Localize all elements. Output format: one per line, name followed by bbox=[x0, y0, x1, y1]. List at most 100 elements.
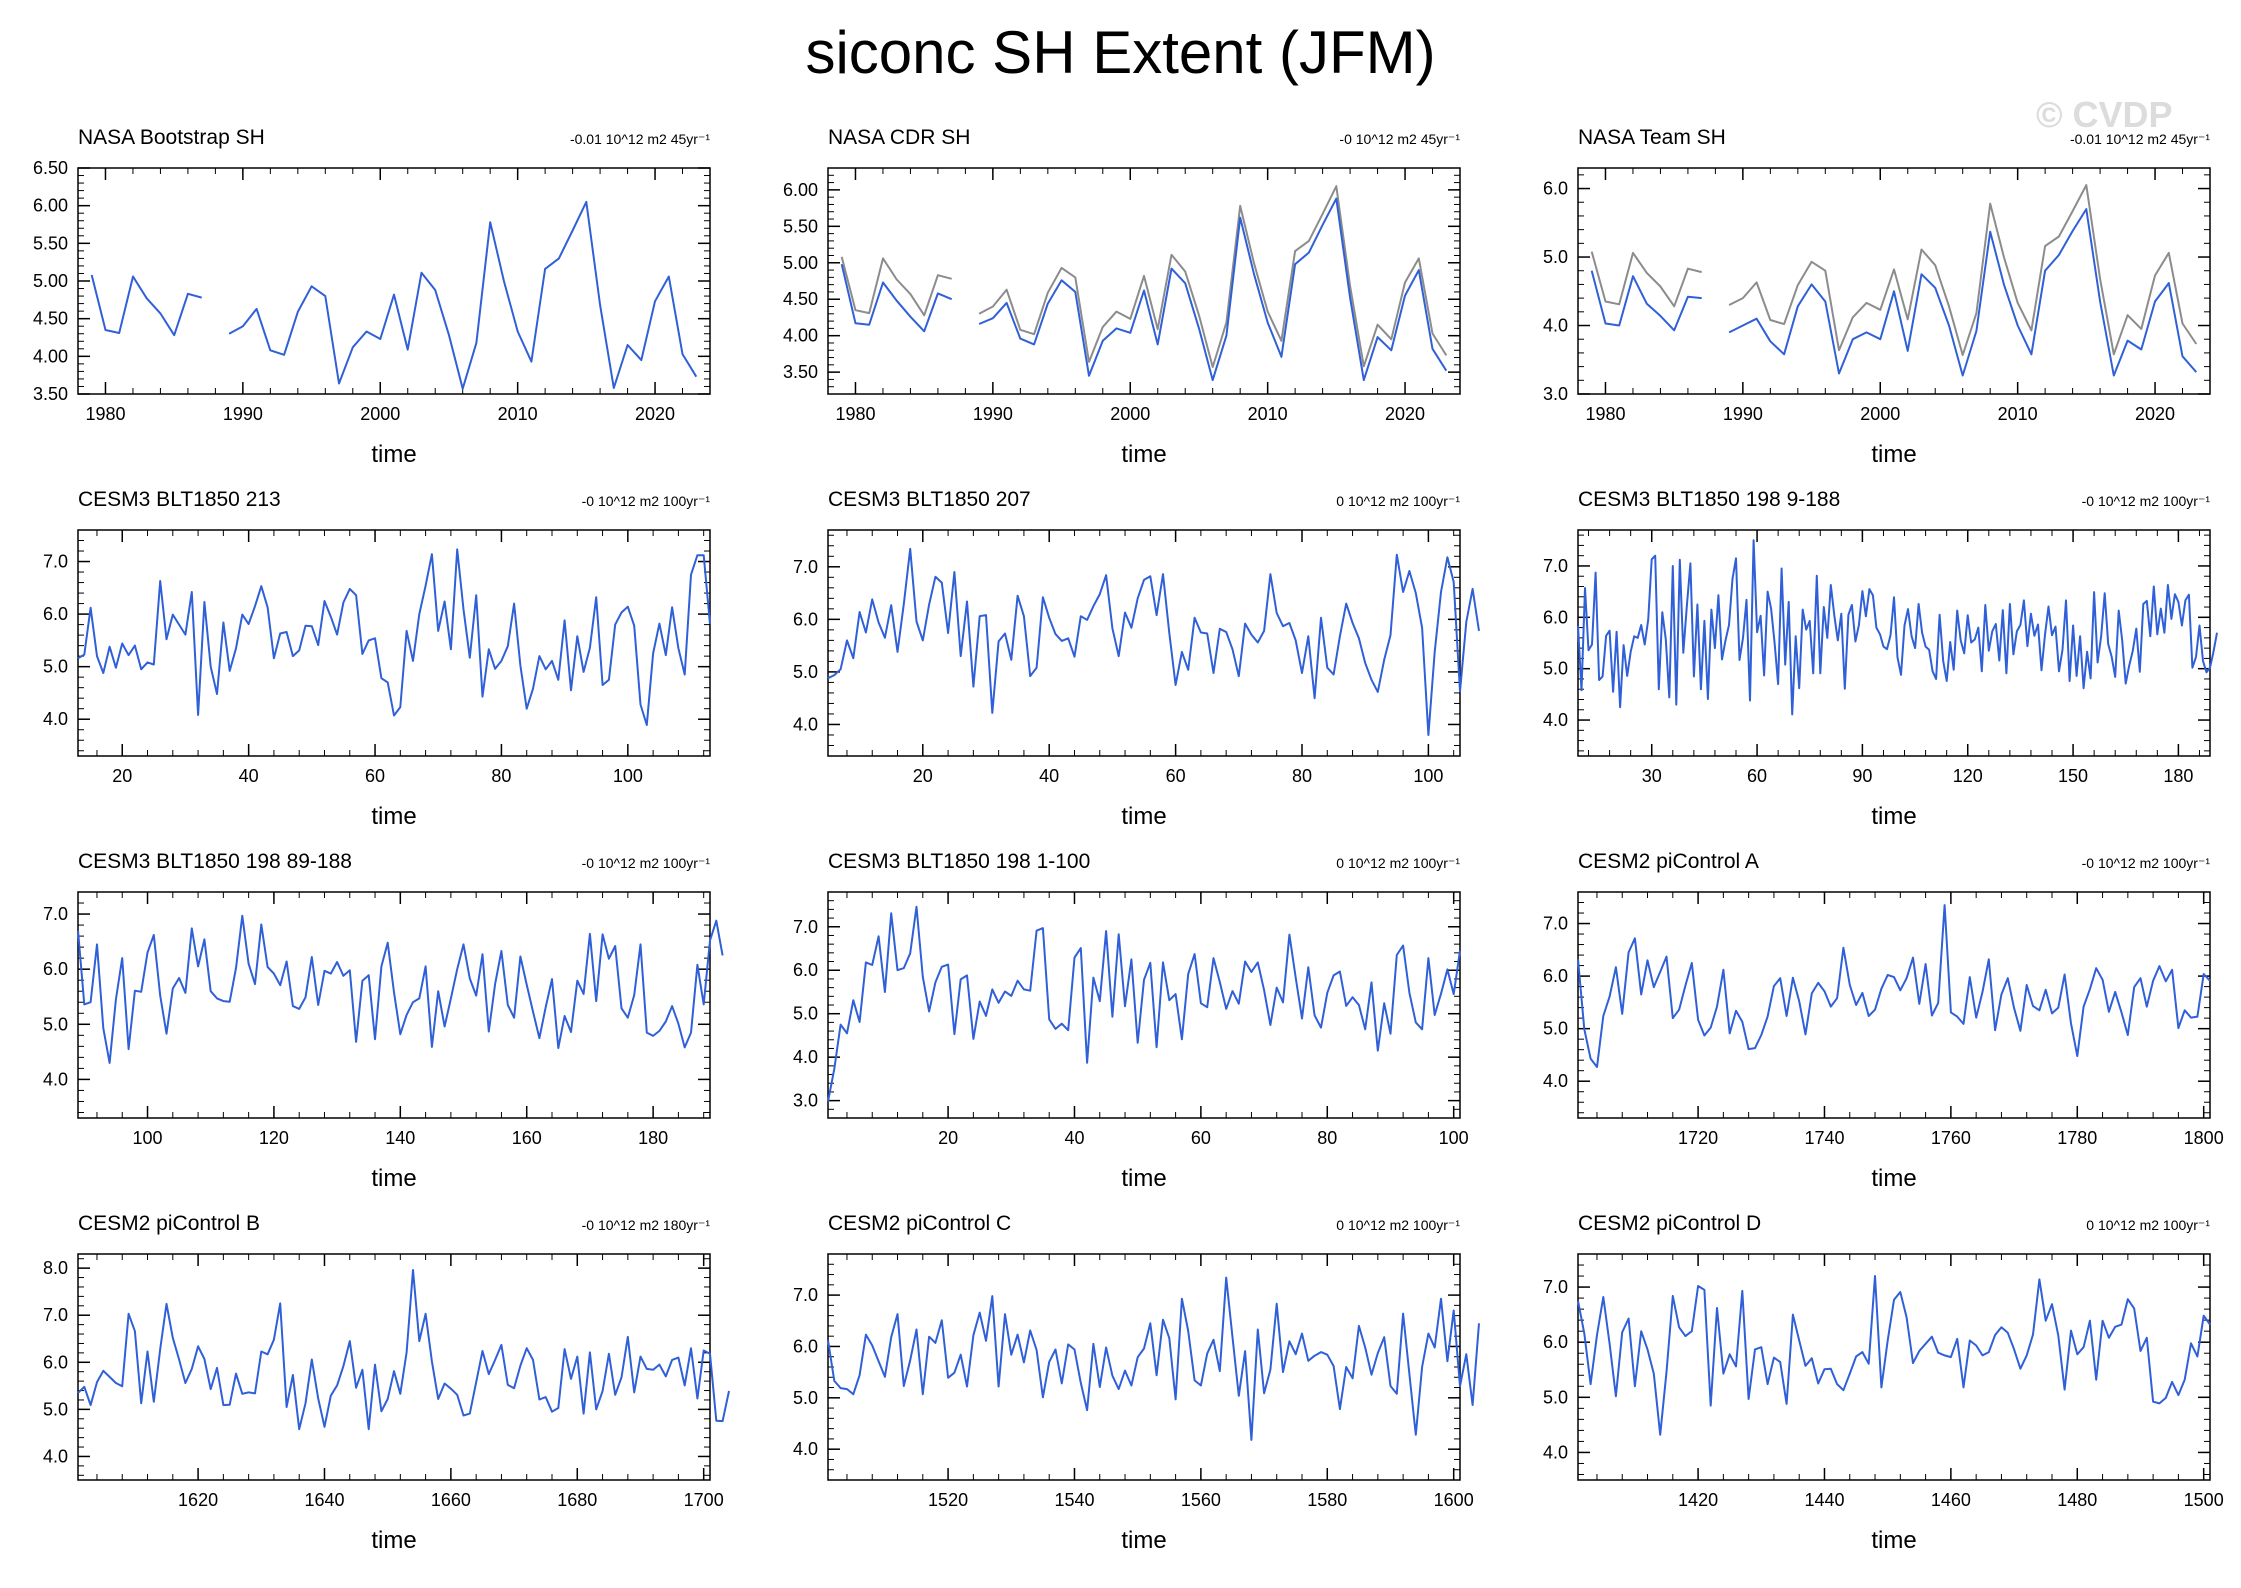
x-tick-label: 100 bbox=[613, 766, 643, 786]
panel-trend: -0.01 10^12 m2 45yr⁻¹ bbox=[2070, 131, 2210, 147]
x-tick-label: 1980 bbox=[85, 404, 125, 424]
plot-frame bbox=[1577, 1253, 2211, 1481]
panel-trend: 0 10^12 m2 100yr⁻¹ bbox=[2086, 1217, 2210, 1233]
y-tick-label: 4.0 bbox=[43, 1069, 68, 1089]
x-tick-label: 120 bbox=[259, 1128, 289, 1148]
x-tick-label: 90 bbox=[1852, 766, 1872, 786]
series-line bbox=[827, 1276, 1480, 1441]
plot-frame bbox=[1577, 167, 2211, 395]
x-tick-label: 180 bbox=[2163, 766, 2193, 786]
x-tick-label: 1560 bbox=[1181, 1490, 1221, 1510]
x-tick-label: 1580 bbox=[1307, 1490, 1347, 1510]
panel-title: CESM3 BLT1850 198 89-188 bbox=[78, 850, 352, 873]
y-tick-label: 4.0 bbox=[793, 1047, 818, 1067]
panel-title: CESM3 BLT1850 198 9-188 bbox=[1578, 488, 1840, 511]
plot-frame bbox=[77, 529, 711, 757]
x-tick-label: 1990 bbox=[973, 404, 1013, 424]
panel-trend: 0 10^12 m2 100yr⁻¹ bbox=[1336, 493, 1460, 509]
panel-title: NASA Team SH bbox=[1578, 126, 1726, 149]
chart-panel: NASA CDR SH -0 10^12 m2 45yr⁻¹ 1980 1990 200… bbox=[783, 126, 1461, 468]
chart-panel: NASA Bootstrap SH -0.01 10^12 m2 45yr⁻¹ 19… bbox=[33, 126, 711, 468]
panel-trend: -0 10^12 m2 45yr⁻¹ bbox=[1339, 131, 1460, 147]
x-axis-label: time bbox=[371, 441, 416, 468]
y-tick-label: 6.0 bbox=[43, 604, 68, 624]
series-line-reference bbox=[1590, 184, 2198, 356]
x-tick-label: 60 bbox=[1166, 766, 1186, 786]
series-line bbox=[840, 197, 1448, 382]
x-tick-label: 1700 bbox=[684, 1490, 724, 1510]
x-tick-label: 1660 bbox=[431, 1490, 471, 1510]
x-axis-label: time bbox=[1871, 803, 1916, 830]
x-tick-label: 1640 bbox=[304, 1490, 344, 1510]
series-line-reference bbox=[840, 185, 1448, 368]
panel-trend: 0 10^12 m2 100yr⁻¹ bbox=[1336, 1217, 1460, 1233]
x-tick-label: 1980 bbox=[1585, 404, 1625, 424]
plot-frame bbox=[1577, 891, 2211, 1119]
y-tick-label: 3.0 bbox=[793, 1091, 818, 1111]
x-tick-label: 100 bbox=[132, 1128, 162, 1148]
x-axis-label: time bbox=[1121, 1527, 1166, 1554]
x-axis-label: time bbox=[371, 1165, 416, 1192]
series-line bbox=[1590, 208, 2198, 377]
y-tick-label: 3.50 bbox=[33, 384, 68, 404]
panel-title: CESM2 piControl C bbox=[828, 1212, 1011, 1235]
chart-panel: CESM2 piControl D 0 10^12 m2 100yr⁻¹ 1420 1… bbox=[1543, 1212, 2224, 1554]
chart-panel: CESM3 BLT1850 213 -0 10^12 m2 100yr⁻¹ 20 40… bbox=[43, 488, 711, 830]
x-tick-label: 80 bbox=[1292, 766, 1312, 786]
x-tick-label: 60 bbox=[1747, 766, 1767, 786]
panel-title: CESM2 piControl B bbox=[78, 1212, 260, 1235]
series-line bbox=[77, 914, 724, 1064]
x-tick-label: 150 bbox=[2058, 766, 2088, 786]
x-tick-label: 2000 bbox=[360, 404, 400, 424]
y-tick-label: 6.0 bbox=[1543, 607, 1568, 627]
y-tick-label: 7.0 bbox=[1543, 914, 1568, 934]
x-tick-label: 1480 bbox=[2057, 1490, 2097, 1510]
panel-title: CESM2 piControl D bbox=[1578, 1212, 1761, 1235]
x-tick-label: 1780 bbox=[2057, 1128, 2097, 1148]
panel-trend: -0 10^12 m2 100yr⁻¹ bbox=[582, 493, 711, 509]
y-tick-label: 7.0 bbox=[793, 557, 818, 577]
x-tick-label: 1740 bbox=[1804, 1128, 1844, 1148]
panel-title: CESM3 BLT1850 198 1-100 bbox=[828, 850, 1090, 873]
x-tick-label: 2020 bbox=[635, 404, 675, 424]
chart-panel: CESM2 piControl B -0 10^12 m2 180yr⁻¹ 1620… bbox=[43, 1212, 730, 1554]
y-tick-label: 6.0 bbox=[43, 1352, 68, 1372]
y-tick-label: 6.0 bbox=[1543, 179, 1568, 199]
y-tick-label: 4.0 bbox=[1543, 316, 1568, 336]
series-line bbox=[90, 200, 698, 390]
y-tick-label: 4.00 bbox=[33, 346, 68, 366]
y-tick-label: 7.0 bbox=[1543, 556, 1568, 576]
panel-trend: -0.01 10^12 m2 45yr⁻¹ bbox=[570, 131, 710, 147]
series-line bbox=[827, 547, 1480, 736]
y-tick-label: 6.00 bbox=[783, 180, 818, 200]
panel-trend: -0 10^12 m2 100yr⁻¹ bbox=[2082, 855, 2211, 871]
x-tick-label: 1500 bbox=[2184, 1490, 2224, 1510]
x-tick-label: 1460 bbox=[1931, 1490, 1971, 1510]
y-tick-label: 6.0 bbox=[793, 1336, 818, 1356]
chart-panel: CESM3 BLT1850 198 1-100 0 10^12 m2 100yr⁻… bbox=[793, 850, 1469, 1192]
x-axis-label: time bbox=[1121, 803, 1166, 830]
x-tick-label: 1990 bbox=[1723, 404, 1763, 424]
x-axis-label: time bbox=[1121, 441, 1166, 468]
x-tick-label: 1760 bbox=[1931, 1128, 1971, 1148]
figure-title: siconc SH Extent (JFM) bbox=[805, 19, 1436, 86]
x-tick-label: 120 bbox=[1953, 766, 1983, 786]
x-tick-label: 1600 bbox=[1434, 1490, 1474, 1510]
x-tick-label: 1620 bbox=[178, 1490, 218, 1510]
panel-trend: -0 10^12 m2 180yr⁻¹ bbox=[582, 1217, 711, 1233]
y-tick-label: 7.0 bbox=[1543, 1277, 1568, 1297]
y-tick-label: 4.0 bbox=[1543, 1442, 1568, 1462]
y-tick-label: 5.50 bbox=[783, 216, 818, 236]
x-tick-label: 1980 bbox=[835, 404, 875, 424]
y-tick-label: 5.00 bbox=[33, 271, 68, 291]
x-axis-label: time bbox=[371, 1527, 416, 1554]
y-tick-label: 6.0 bbox=[1543, 1332, 1568, 1352]
x-tick-label: 1440 bbox=[1804, 1490, 1844, 1510]
y-tick-label: 5.0 bbox=[43, 657, 68, 677]
y-tick-label: 6.0 bbox=[1543, 966, 1568, 986]
x-tick-label: 20 bbox=[913, 766, 933, 786]
y-tick-label: 4.0 bbox=[43, 709, 68, 729]
y-tick-label: 5.50 bbox=[33, 233, 68, 253]
chart-panel: NASA Team SH -0.01 10^12 m2 45yr⁻¹ 1980 199… bbox=[1543, 126, 2211, 468]
x-tick-label: 1520 bbox=[928, 1490, 968, 1510]
